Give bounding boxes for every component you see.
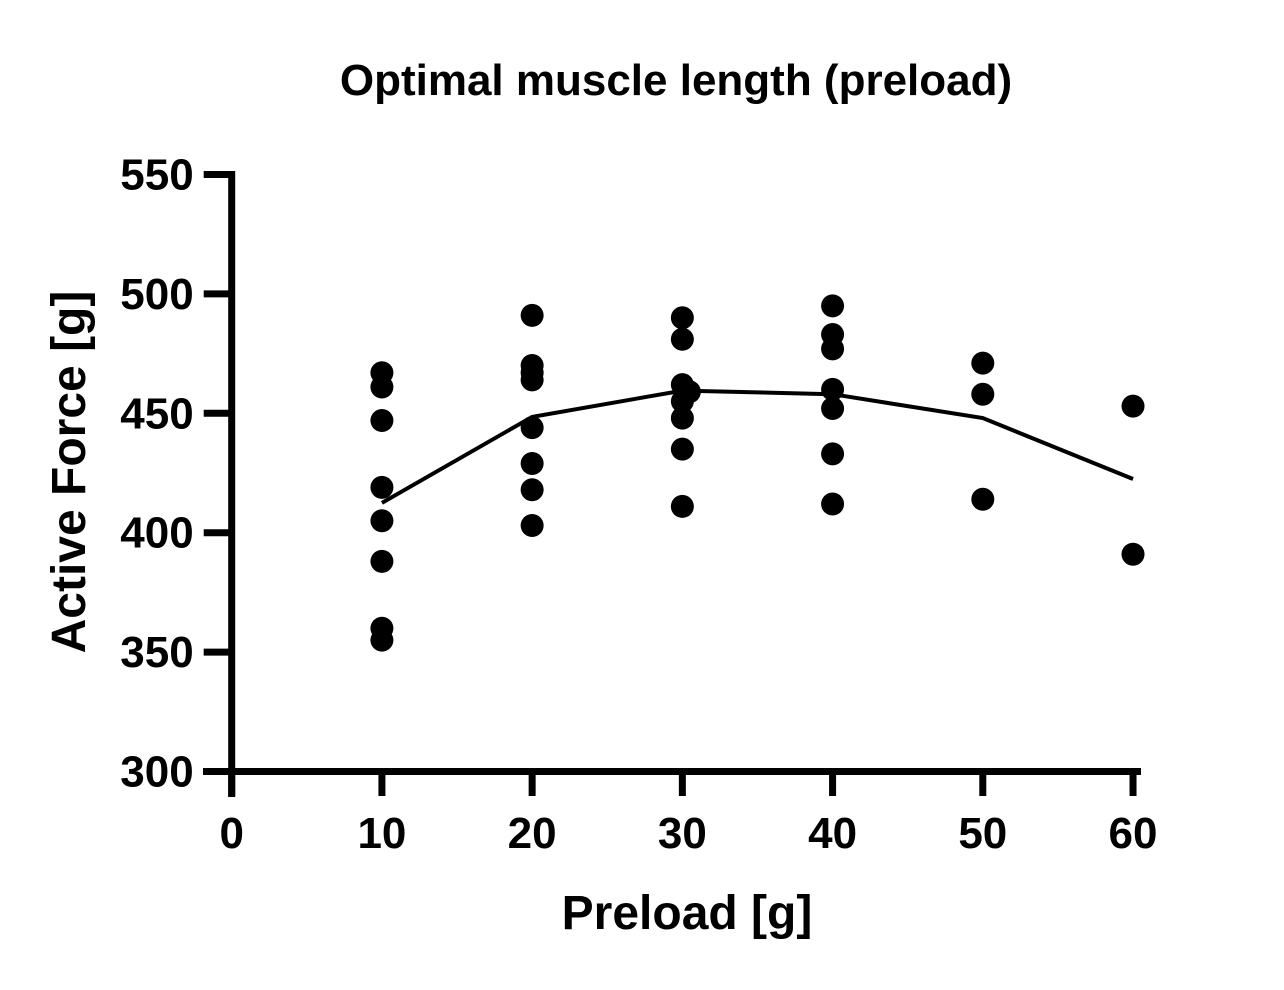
x-tick-label: 0	[219, 809, 243, 858]
x-tick-label: 10	[357, 809, 406, 858]
data-point	[670, 494, 694, 518]
data-point	[821, 397, 845, 421]
x-tick-label: 60	[1109, 809, 1158, 858]
y-tick-label: 500	[120, 270, 193, 319]
data-point	[370, 509, 394, 533]
mean-line	[380, 388, 1134, 505]
data-point	[821, 377, 845, 401]
plot-area	[370, 294, 1145, 652]
y-tick-label: 450	[120, 389, 193, 438]
data-point	[370, 628, 394, 652]
x-tick-label: 40	[808, 809, 857, 858]
x-axis-label: Preload [g]	[562, 887, 813, 940]
y-tick-label: 300	[120, 748, 193, 797]
data-point	[670, 389, 694, 413]
data-point	[821, 294, 845, 318]
data-point	[370, 375, 394, 399]
data-point	[821, 442, 845, 466]
data-point	[971, 487, 995, 511]
data-point	[370, 408, 394, 432]
data-point	[370, 549, 394, 573]
data-point	[670, 437, 694, 461]
data-point	[971, 351, 995, 375]
data-point	[670, 327, 694, 351]
data-point	[520, 514, 544, 538]
y-tick-label: 400	[120, 509, 193, 558]
data-point	[670, 306, 694, 330]
data-point	[520, 368, 544, 392]
x-tick-label: 50	[958, 809, 1007, 858]
data-point	[821, 492, 845, 516]
data-point	[370, 475, 394, 499]
data-point	[670, 406, 694, 430]
data-point	[1121, 542, 1145, 566]
data-point	[520, 416, 544, 440]
data-point	[821, 337, 845, 361]
y-tick-label: 350	[120, 628, 193, 677]
axes: 300 350 400 450 500 550 0 10 20 30 40 50 60	[120, 151, 1157, 859]
x-tick-label: 30	[658, 809, 707, 858]
data-point	[1121, 394, 1145, 418]
data-point	[520, 303, 544, 327]
data-point	[520, 478, 544, 502]
data-point	[520, 451, 544, 475]
data-point	[971, 382, 995, 406]
y-tick-label: 550	[120, 151, 193, 200]
y-axis-label: Active Force [g]	[43, 291, 96, 654]
chart-title: Optimal muscle length (preload)	[340, 56, 1012, 105]
x-tick-label: 20	[508, 809, 557, 858]
